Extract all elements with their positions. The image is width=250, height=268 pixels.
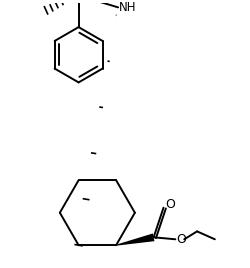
Polygon shape bbox=[116, 233, 154, 246]
Text: O: O bbox=[165, 198, 175, 211]
Text: O: O bbox=[176, 233, 186, 246]
Text: NH: NH bbox=[118, 1, 136, 14]
